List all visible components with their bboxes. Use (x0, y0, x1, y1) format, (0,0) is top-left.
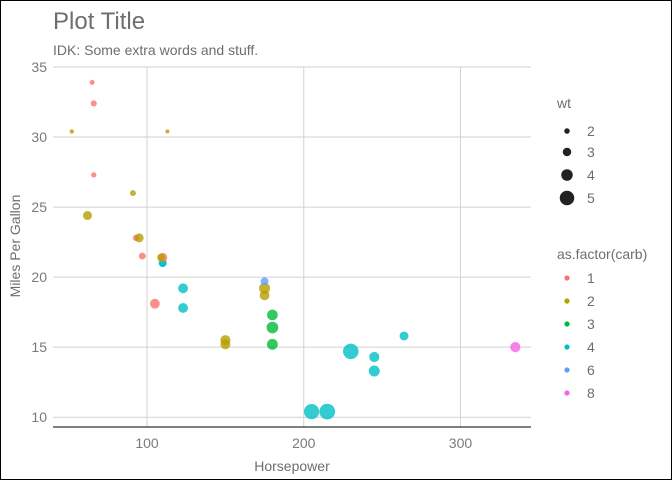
y-tick-label: 20 (31, 269, 47, 285)
scatter-point (399, 331, 409, 341)
scatter-point (260, 277, 269, 286)
scatter-point (138, 252, 146, 260)
size-legend-label: 3 (587, 144, 595, 160)
size-legend-label: 4 (587, 167, 595, 183)
size-legend-label: 5 (587, 190, 595, 206)
size-legend-label: 2 (587, 123, 595, 139)
size-legend-key (561, 169, 573, 181)
y-axis-title: Miles Per Gallon (7, 195, 23, 298)
scatter-point (69, 129, 74, 134)
y-tick-label: 35 (31, 59, 47, 75)
scatter-point (303, 403, 320, 420)
size-legend-key (559, 190, 575, 206)
y-tick-label: 25 (31, 199, 47, 215)
x-tick-label: 200 (292, 435, 316, 451)
y-tick-label: 30 (31, 129, 47, 145)
color-legend-label: 8 (587, 385, 595, 401)
grid-lines (53, 66, 531, 427)
chart-title: Plot Title (53, 8, 145, 35)
scatter-point (165, 129, 170, 134)
scatter-point (267, 309, 278, 321)
scatter-point (259, 282, 271, 294)
color-legend-label: 3 (587, 316, 595, 332)
scatter-point (82, 210, 93, 221)
color-legend-key (564, 298, 570, 304)
scatter-point (157, 253, 166, 262)
color-legend-key (564, 321, 570, 327)
scatter-point (510, 342, 521, 353)
color-legend-label: 6 (587, 362, 595, 378)
size-legend-key (562, 147, 572, 157)
size-legend-title: wt (556, 95, 571, 111)
data-points (69, 79, 521, 420)
color-legend-label: 1 (587, 270, 595, 286)
scatter-point (343, 343, 359, 360)
color-legend-key (564, 390, 570, 396)
y-tick-label: 15 (31, 339, 47, 355)
color-legend-label: 2 (587, 293, 595, 309)
y-tick-label: 10 (31, 409, 47, 425)
chart-subtitle: IDK: Some extra words and stuff. (53, 42, 258, 58)
color-legend-key (564, 275, 570, 281)
x-axis-title: Horsepower (254, 458, 330, 474)
scatter-point (89, 79, 95, 85)
scatter-point (149, 298, 160, 309)
scatter-point (178, 303, 188, 313)
size-legend-key (564, 128, 570, 134)
axes: 100 200 300 10 15 20 25 30 35 (31, 59, 531, 451)
color-legend-key (564, 367, 570, 373)
x-tick-label: 300 (449, 435, 473, 451)
scatter-point (220, 339, 231, 350)
color-legend-label: 4 (587, 339, 595, 355)
scatter-point (319, 403, 336, 420)
scatter-point (266, 321, 279, 334)
scatter-point (178, 283, 188, 294)
legend: wt as.factor(carb) 2 3 4 5 1 2 3 4 6 8 (556, 95, 647, 401)
x-tick-label: 100 (135, 435, 159, 451)
scatter-point (266, 338, 278, 350)
scatter-point (129, 190, 136, 197)
color-legend-key (564, 344, 570, 350)
scatter-point (368, 365, 380, 377)
scatter-point (90, 100, 97, 107)
scatter-point (369, 351, 380, 363)
scatter-point (91, 172, 97, 178)
color-legend-title: as.factor(carb) (557, 246, 647, 262)
scatter-point (134, 233, 144, 243)
